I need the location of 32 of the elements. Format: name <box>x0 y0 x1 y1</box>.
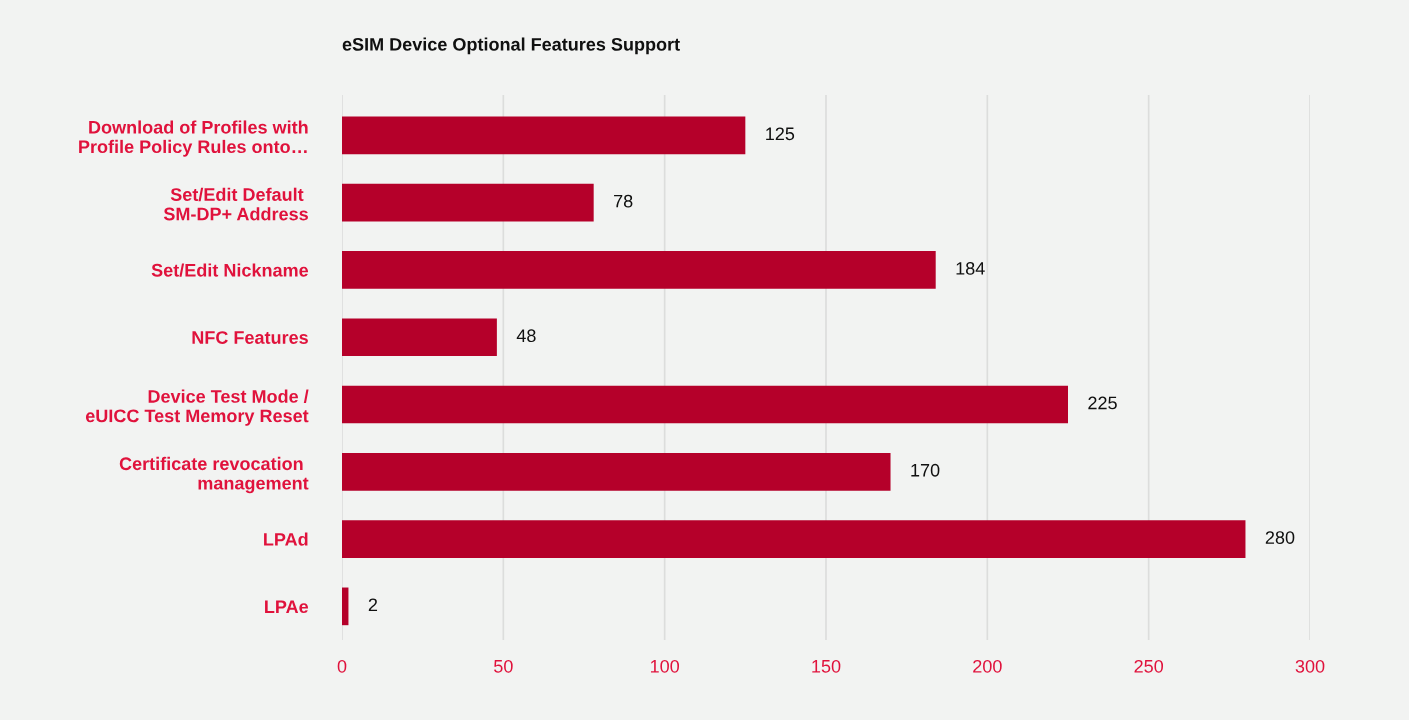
x-tick-label: 200 <box>973 659 1002 673</box>
y-tick-label: Set/Edit Nickname <box>151 263 309 277</box>
x-tick-label: 100 <box>650 659 680 673</box>
bar <box>342 587 349 626</box>
x-tick-label: 250 <box>1134 659 1164 673</box>
data-label: 225 <box>1088 396 1117 410</box>
x-tick-label: 50 <box>494 659 513 673</box>
data-label: 184 <box>956 262 985 275</box>
data-label: 78 <box>614 194 633 208</box>
y-tick-label: LPAd <box>264 532 308 546</box>
bar <box>342 452 891 491</box>
x-tick-label: 300 <box>1295 659 1325 673</box>
y-tick-label: Device Test Mode / eUICC Test Memory Reset <box>85 389 309 426</box>
y-tick-label: Set/Edit Default SM-DP+ Address <box>163 187 308 221</box>
bar <box>342 116 746 155</box>
y-tick-label: Download of Profiles with Profile Policy Rules onto… <box>79 120 308 157</box>
x-tick-label: 150 <box>812 659 841 673</box>
data-label: 170 <box>911 463 940 477</box>
bar <box>342 251 936 289</box>
y-tick-label: NFC Features <box>192 331 308 344</box>
y-tick-label: LPAe <box>265 600 309 614</box>
bar <box>342 318 497 357</box>
data-label: 125 <box>766 127 795 141</box>
data-label: 280 <box>1265 531 1295 544</box>
x-tick-label: 0 <box>337 659 347 673</box>
data-label: 48 <box>516 329 536 343</box>
data-label: 2 <box>368 598 378 612</box>
y-tick-label: Certificate revocation management <box>119 456 309 494</box>
chart-title: eSIM Device Optional Features Support <box>342 37 680 55</box>
bar <box>342 183 594 222</box>
bar <box>342 520 1246 558</box>
bar <box>342 385 1068 424</box>
